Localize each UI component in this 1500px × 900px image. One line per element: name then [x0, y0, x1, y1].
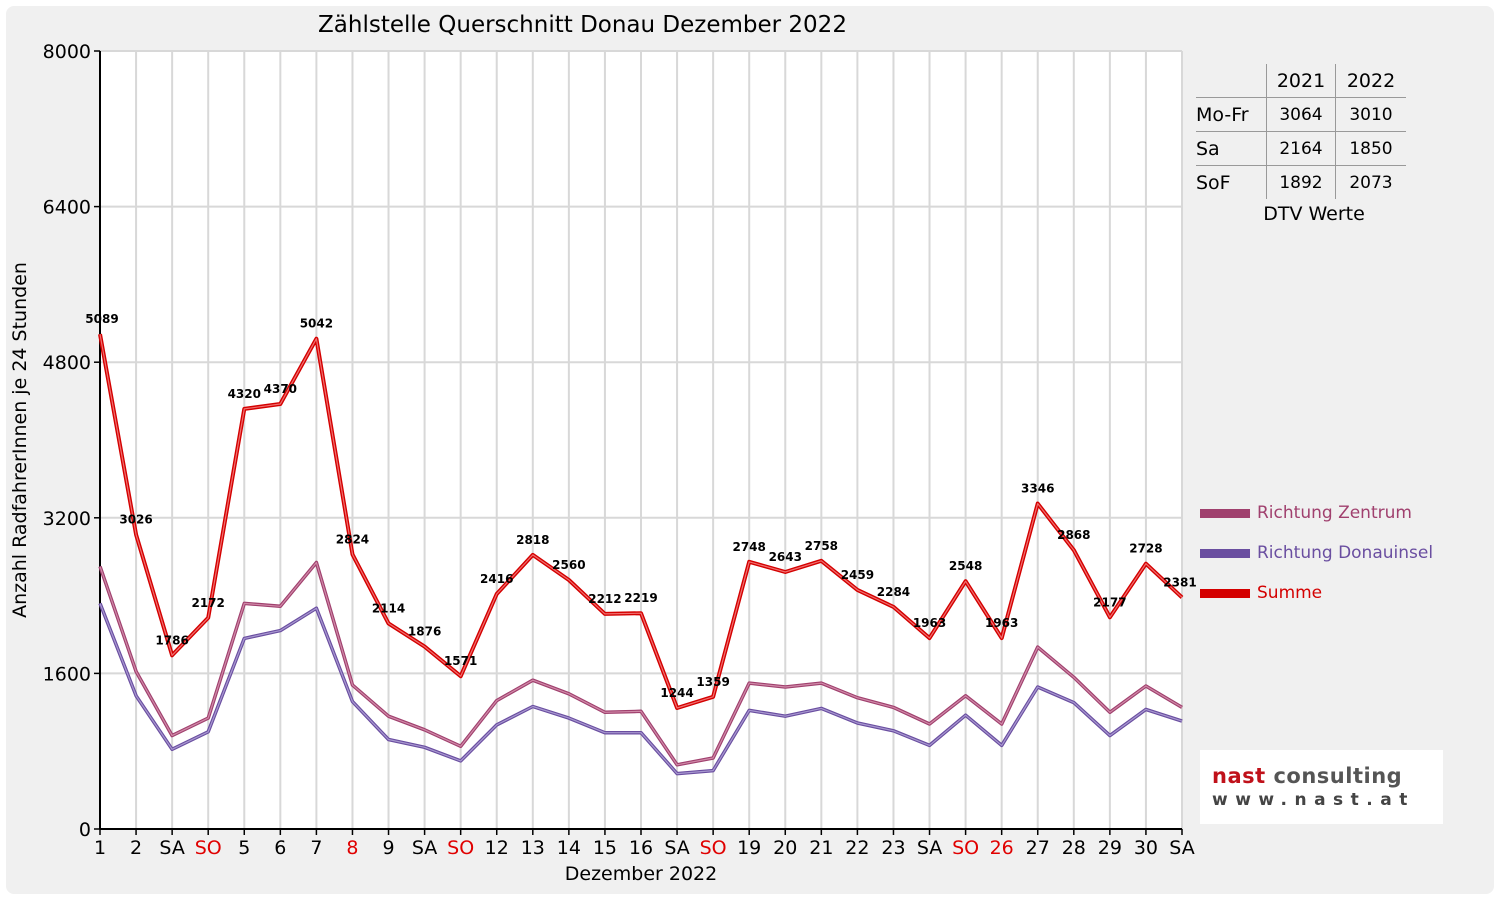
- data-label: 5089: [85, 312, 118, 326]
- data-label: 2212: [588, 592, 621, 606]
- legend-item-summe: Summe: [1200, 573, 1433, 613]
- x-tick-label: SA: [412, 837, 437, 859]
- x-tick-label: SO: [952, 837, 979, 859]
- y-axis-label: Anzahl RadfahrerInnen je 24 Stunden: [9, 262, 31, 618]
- data-label: 2219: [624, 591, 657, 605]
- y-tick-label: 3200: [43, 508, 91, 530]
- data-label: 2459: [841, 568, 874, 582]
- data-label: 2758: [805, 539, 838, 553]
- x-tick-label: SO: [700, 837, 727, 859]
- data-label: 2824: [336, 532, 369, 546]
- data-label: 1963: [985, 616, 1018, 630]
- x-tick-label: 30: [1134, 837, 1158, 859]
- x-tick-label: SA: [664, 837, 689, 859]
- data-label: 2172: [191, 596, 224, 610]
- data-label: 2177: [1093, 595, 1126, 609]
- x-tick-label: 22: [845, 837, 869, 859]
- x-tick-label: 1: [94, 837, 106, 859]
- data-label: 2868: [1057, 528, 1090, 542]
- data-label: 2643: [769, 550, 802, 564]
- x-tick-label: 6: [274, 837, 286, 859]
- y-tick-label: 6400: [43, 197, 91, 219]
- x-tick-label: 19: [737, 837, 761, 859]
- x-tick-label: 5: [238, 837, 250, 859]
- dtv-row-label: Sa: [1196, 131, 1267, 166]
- legend-item-donauinsel: Richtung Donauinsel: [1200, 533, 1433, 573]
- dtv-row-label: SoF: [1196, 171, 1231, 194]
- x-tick-label: SA: [159, 837, 184, 859]
- dtv-cell: 1892: [1266, 165, 1336, 199]
- y-tick-label: 4800: [43, 352, 91, 374]
- x-tick-label: 16: [629, 837, 653, 859]
- dtv-row-label: Mo-Fr: [1196, 97, 1267, 132]
- dtv-caption: DTV Werte: [1263, 203, 1365, 225]
- legend: Richtung Zentrum Richtung Donauinsel Sum…: [1200, 493, 1433, 613]
- x-tick-label: SO: [195, 837, 222, 859]
- x-tick-label: 14: [557, 837, 581, 859]
- data-label: 1359: [696, 675, 729, 689]
- x-tick-label: 9: [382, 837, 394, 859]
- data-label: 4320: [228, 387, 261, 401]
- data-label: 3346: [1021, 482, 1054, 496]
- dtv-cell: 2164: [1266, 131, 1336, 166]
- legend-swatch: [1200, 588, 1250, 598]
- dtv-corner: [1196, 64, 1267, 98]
- data-label: 2728: [1129, 542, 1162, 556]
- data-label: 1963: [913, 616, 946, 630]
- x-tick-label: SO: [447, 837, 474, 859]
- x-tick-label: SA: [917, 837, 942, 859]
- dtv-cell: 1850: [1335, 131, 1406, 166]
- legend-swatch: [1200, 548, 1250, 558]
- data-label: 2818: [516, 533, 549, 547]
- x-tick-label: 13: [521, 837, 545, 859]
- logo-url: www.nast.at: [1212, 790, 1415, 810]
- x-tick-label: 23: [881, 837, 905, 859]
- x-tick-label: 27: [1026, 837, 1050, 859]
- data-label: 1786: [155, 633, 188, 647]
- legend-item-zentrum: Richtung Zentrum: [1200, 493, 1433, 533]
- dtv-cell: 3064: [1266, 97, 1336, 132]
- legend-label: Richtung Zentrum: [1257, 503, 1412, 523]
- x-tick-label: 28: [1062, 837, 1086, 859]
- legend-label: Richtung Donauinsel: [1257, 543, 1434, 563]
- x-tick-label: SA: [1169, 837, 1194, 859]
- x-tick-label: 7: [310, 837, 322, 859]
- dtv-cell: 3010: [1335, 97, 1406, 132]
- dtv-header-2021: 2021: [1266, 64, 1336, 98]
- x-tick-label: 15: [593, 837, 617, 859]
- data-label: 2548: [949, 559, 982, 573]
- legend-label: Summe: [1257, 583, 1323, 603]
- data-label: 2284: [877, 585, 910, 599]
- y-tick-label: 8000: [43, 41, 91, 63]
- data-label: 2560: [552, 558, 585, 572]
- x-tick-label: 20: [773, 837, 797, 859]
- data-label: 4370: [264, 382, 297, 396]
- dtv-table: 2021 2022 Mo-Fr 3064 3010 Sa 2164 1850 S…: [1196, 64, 1414, 225]
- x-tick-label: 2: [130, 837, 142, 859]
- dtv-cell: 2073: [1335, 165, 1406, 199]
- y-tick-label: 1600: [43, 663, 91, 685]
- nast-consulting-logo: nast consulting www.nast.at: [1200, 750, 1443, 824]
- data-label: 1876: [408, 625, 441, 639]
- x-tick-label: 26: [990, 837, 1014, 859]
- x-tick-label: 21: [809, 837, 833, 859]
- chart-title: Zählstelle Querschnitt Donau Dezember 20…: [318, 12, 847, 38]
- data-label: 2114: [372, 601, 405, 615]
- data-label: 1244: [660, 686, 693, 700]
- data-label: 5042: [300, 317, 333, 331]
- x-tick-label: 8: [346, 837, 358, 859]
- data-label: 3026: [119, 513, 152, 527]
- data-label: 2748: [732, 540, 765, 554]
- x-tick-label: 12: [485, 837, 509, 859]
- dtv-header-2022: 2022: [1335, 64, 1406, 98]
- data-label: 1571: [444, 654, 477, 668]
- y-tick-label: 0: [79, 819, 91, 841]
- legend-swatch: [1200, 508, 1250, 518]
- logo-text: nast consulting: [1212, 764, 1403, 788]
- x-axis-label: Dezember 2022: [564, 863, 718, 885]
- x-tick-label: 29: [1098, 837, 1122, 859]
- data-label: 2381: [1163, 575, 1196, 589]
- data-label: 2416: [480, 572, 513, 586]
